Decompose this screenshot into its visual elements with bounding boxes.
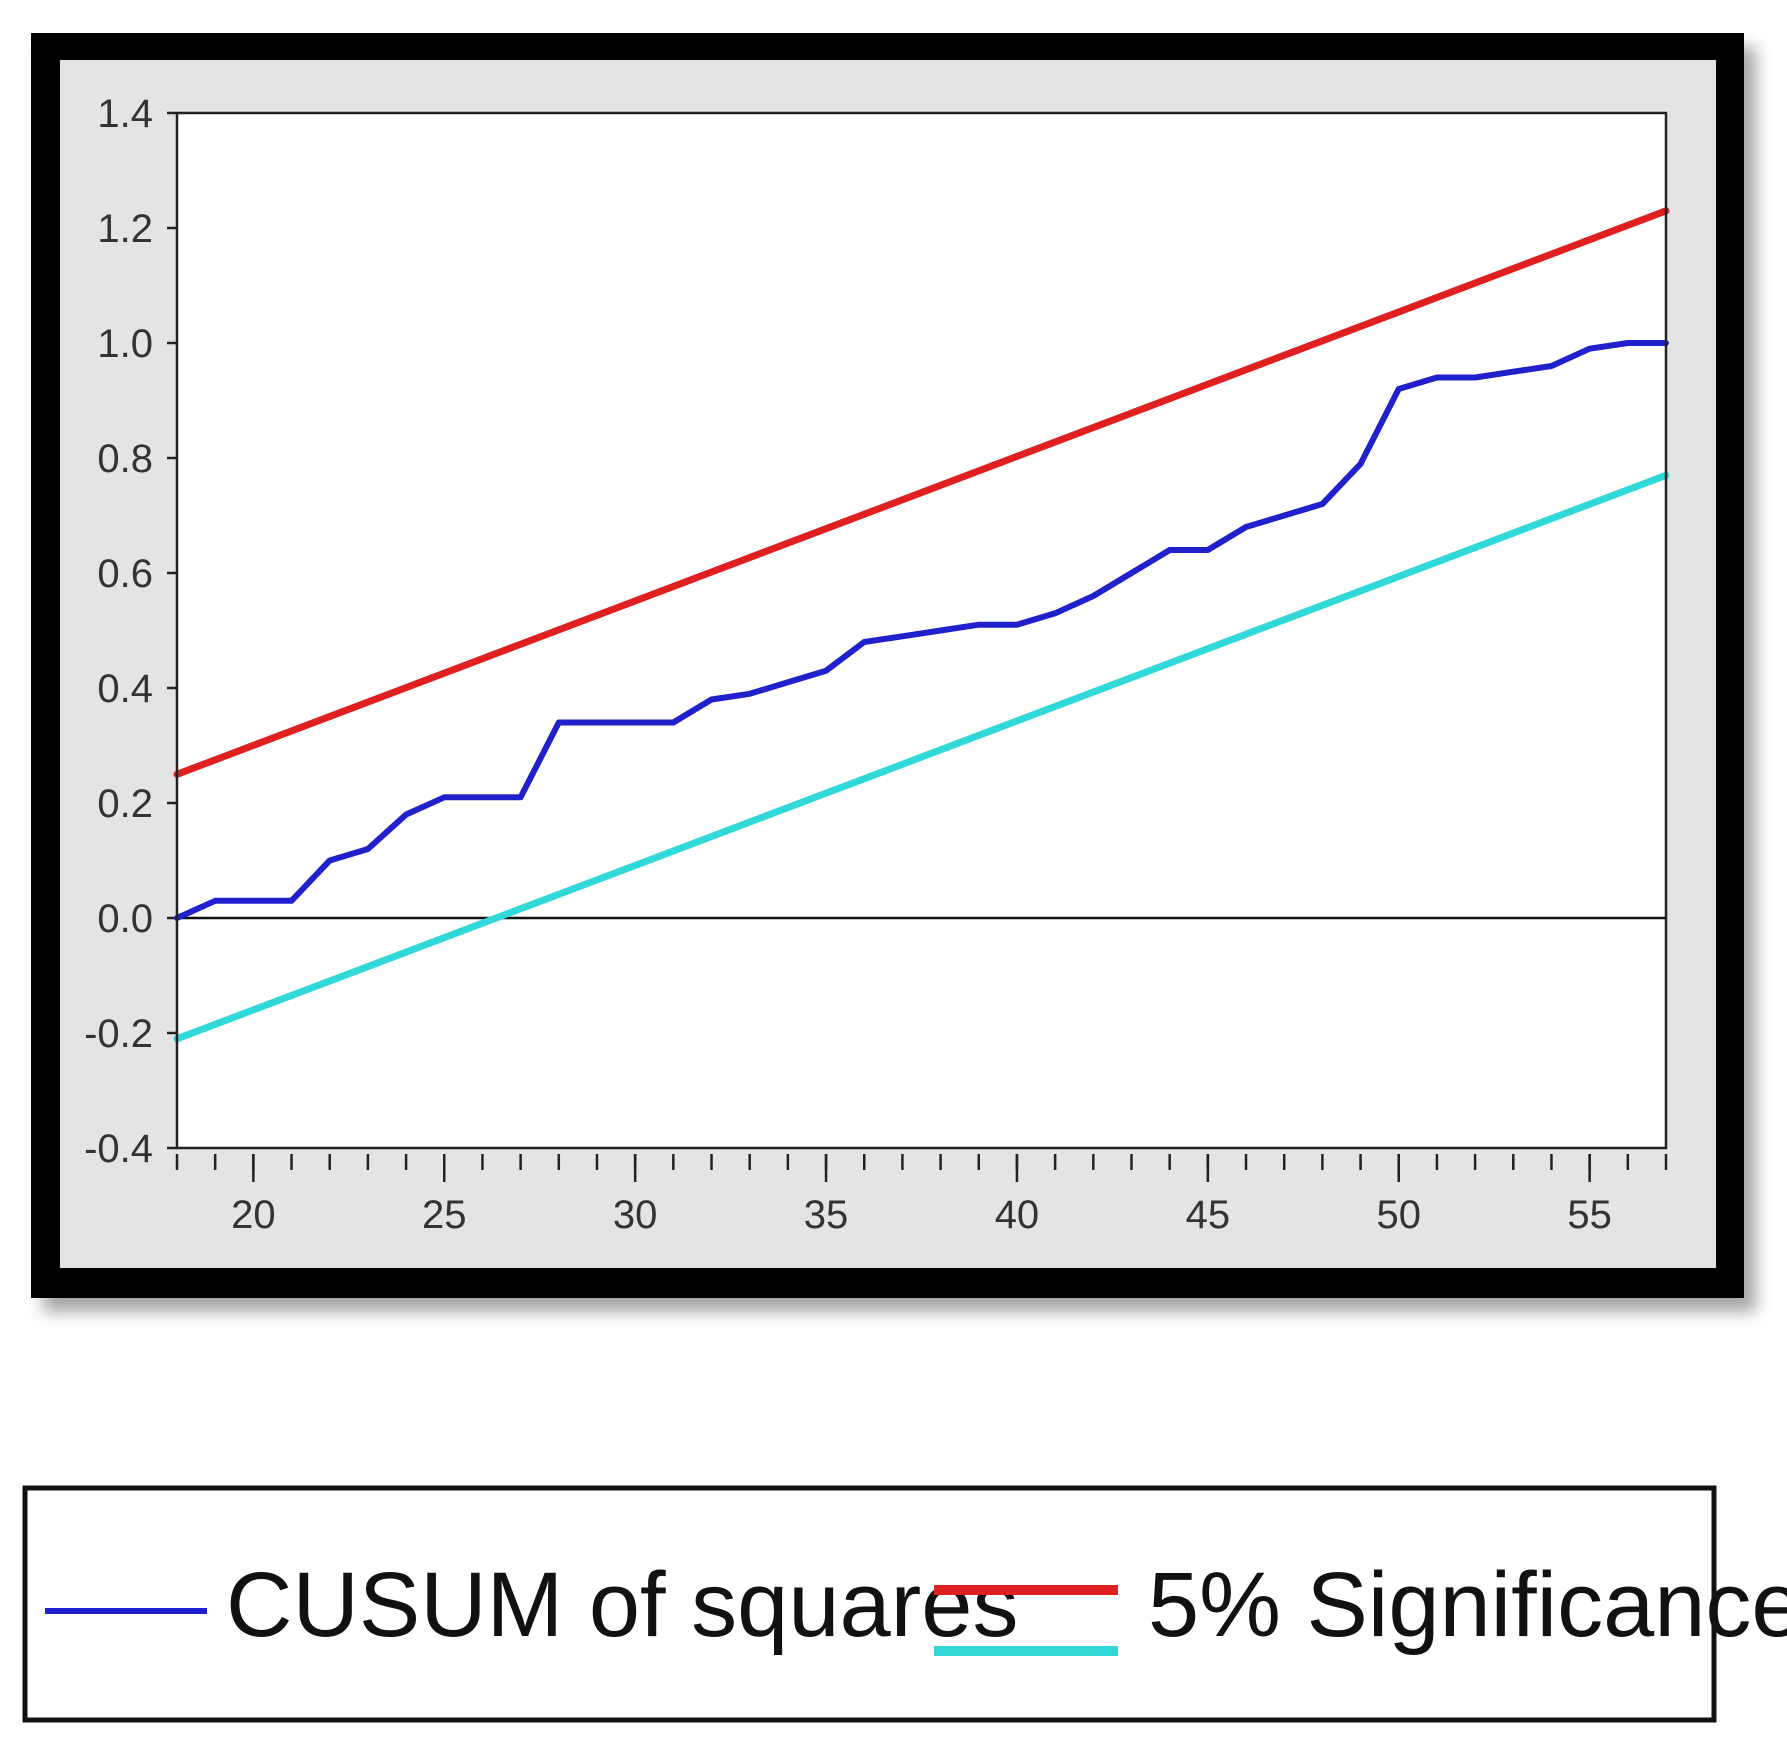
plot-border <box>175 111 1668 1150</box>
y-tick-label: -0.4 <box>84 1127 153 1171</box>
x-tick-label: 55 <box>1567 1193 1612 1237</box>
series-layer <box>173 207 1670 1043</box>
y-tick-label: 0.8 <box>97 437 153 481</box>
x-tick-label: 50 <box>1376 1193 1421 1237</box>
y-tick-label: 1.4 <box>97 92 153 136</box>
legend: CUSUM of squares 5% Significance <box>22 1485 1787 1723</box>
x-axis: 20 25 30 35 40 45 50 55 <box>175 1154 1668 1237</box>
y-tick-label: 0.4 <box>97 667 153 711</box>
significance-upper-line <box>173 207 1670 778</box>
y-tick-label: 0.2 <box>97 782 153 826</box>
x-tick-label: 45 <box>1186 1193 1231 1237</box>
legend-box <box>22 1485 1717 1723</box>
significance-lower-line <box>173 471 1670 1043</box>
y-tick-label: 1.2 <box>97 207 153 251</box>
legend-label-significance: 5% Significance <box>1148 1554 1787 1656</box>
x-tick-label: 30 <box>613 1193 658 1237</box>
x-tick-label: 20 <box>231 1193 276 1237</box>
cusum-line <box>174 340 1669 921</box>
y-tick-label: -0.2 <box>84 1012 153 1056</box>
legend-label-cusum: CUSUM of squares <box>226 1554 1018 1656</box>
x-tick-label: 25 <box>422 1193 467 1237</box>
x-tick-label: 40 <box>995 1193 1040 1237</box>
y-tick-label: 1.0 <box>97 322 153 366</box>
y-axis: 1.4 1.2 1.0 0.8 0.6 0.4 0.2 0.0 -0.2 -0.4 <box>84 92 177 1171</box>
y-tick-label: 0.0 <box>97 897 153 941</box>
y-tick-label: 0.6 <box>97 552 153 596</box>
x-tick-label: 35 <box>804 1193 849 1237</box>
